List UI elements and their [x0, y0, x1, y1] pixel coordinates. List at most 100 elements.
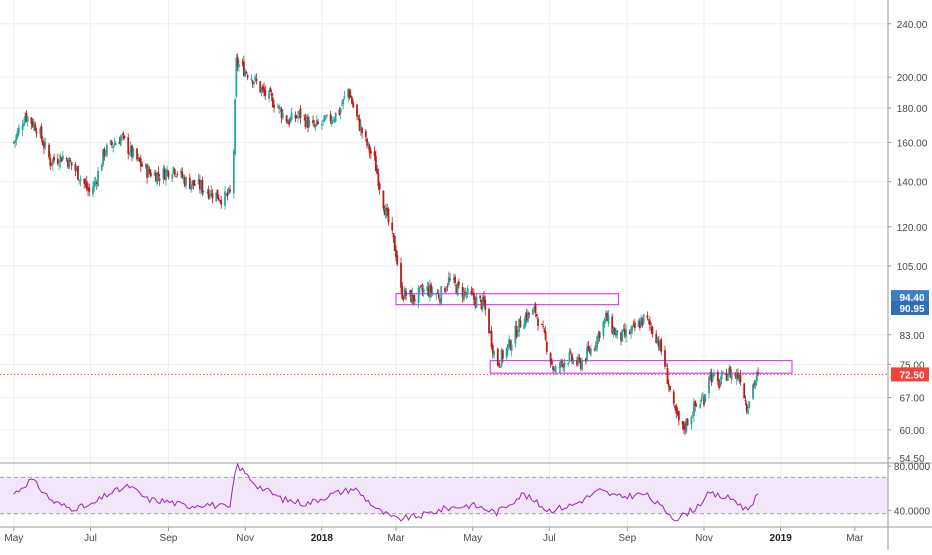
grid-lines — [0, 0, 888, 527]
candle-body — [211, 193, 214, 199]
candle — [83, 178, 86, 189]
candle — [201, 176, 204, 197]
y-tick-label: 200.00 — [897, 73, 928, 84]
candle — [457, 278, 460, 289]
candle — [598, 331, 601, 342]
candle — [78, 180, 81, 185]
candle — [729, 365, 732, 378]
candle-body — [665, 365, 668, 367]
candle — [113, 138, 116, 147]
candle-body — [278, 105, 280, 110]
candle — [622, 324, 625, 332]
price-label-text: 90.95 — [899, 304, 924, 315]
candle-body — [341, 105, 343, 107]
candle — [297, 111, 299, 123]
candle-body — [33, 122, 35, 128]
candle-body — [457, 281, 460, 286]
candle-body — [245, 72, 248, 74]
candle — [66, 158, 69, 169]
candle-body — [198, 179, 201, 190]
candle — [207, 185, 210, 200]
candle — [35, 127, 38, 138]
candle-body — [332, 120, 335, 121]
candle — [92, 181, 94, 198]
candle-body — [65, 158, 68, 160]
candle — [305, 114, 308, 128]
candle-body — [314, 124, 317, 127]
candle — [709, 369, 712, 381]
candle — [24, 111, 27, 125]
candle — [392, 232, 395, 243]
candle — [261, 84, 264, 93]
candle — [660, 337, 663, 356]
candle-body — [466, 288, 469, 294]
candle — [506, 343, 509, 356]
candle — [517, 330, 519, 337]
candle — [166, 165, 169, 177]
candle-body — [501, 350, 504, 359]
candle — [726, 374, 729, 381]
candle — [254, 74, 257, 83]
candle-body — [449, 278, 451, 280]
candle-body — [25, 112, 28, 121]
candle-body — [367, 142, 370, 146]
candle — [109, 139, 112, 146]
candle-body — [602, 321, 605, 336]
candle — [537, 316, 539, 331]
candle-body — [456, 282, 459, 296]
candle-body — [294, 114, 297, 119]
candle-body — [642, 314, 645, 324]
candle-body — [197, 179, 200, 184]
candle-body — [638, 322, 641, 329]
candle-body — [474, 297, 477, 306]
candle — [501, 348, 504, 363]
candle-body — [87, 187, 89, 191]
candle — [16, 128, 19, 139]
candle-body — [446, 286, 449, 288]
candle-body — [250, 78, 253, 80]
candle — [31, 118, 34, 129]
candle — [499, 365, 502, 368]
candle-body — [410, 290, 412, 303]
candle-body — [537, 318, 539, 326]
candle — [58, 160, 60, 170]
candle — [237, 59, 240, 72]
candle — [347, 88, 350, 103]
candle — [227, 187, 230, 195]
candle — [681, 420, 684, 430]
candle — [163, 165, 166, 180]
candle — [650, 322, 653, 334]
candle — [246, 73, 249, 81]
candle — [69, 157, 72, 163]
candle — [34, 121, 37, 132]
candle-body — [553, 370, 556, 371]
candle-body — [481, 296, 484, 309]
candle — [647, 318, 650, 325]
candle-body — [412, 294, 415, 302]
candle-body — [147, 167, 150, 178]
candle-body — [387, 208, 390, 223]
candle — [129, 141, 132, 157]
candle-body — [59, 154, 62, 163]
candle — [343, 90, 346, 100]
candle — [603, 317, 606, 329]
candle-body — [437, 294, 440, 299]
candle-body — [235, 58, 238, 97]
candle-body — [392, 233, 395, 238]
candle-body — [163, 169, 166, 180]
candle-body — [207, 189, 210, 199]
candle-body — [508, 338, 511, 347]
candle — [157, 166, 160, 182]
candle — [638, 317, 641, 331]
candle-body — [261, 86, 264, 90]
candle — [684, 421, 687, 435]
candle-body — [295, 116, 298, 118]
candle-body — [628, 331, 631, 335]
candle — [14, 139, 16, 148]
candle — [659, 339, 661, 352]
candle-body — [506, 344, 509, 351]
candle-body — [104, 153, 107, 155]
candle-body — [226, 192, 229, 196]
